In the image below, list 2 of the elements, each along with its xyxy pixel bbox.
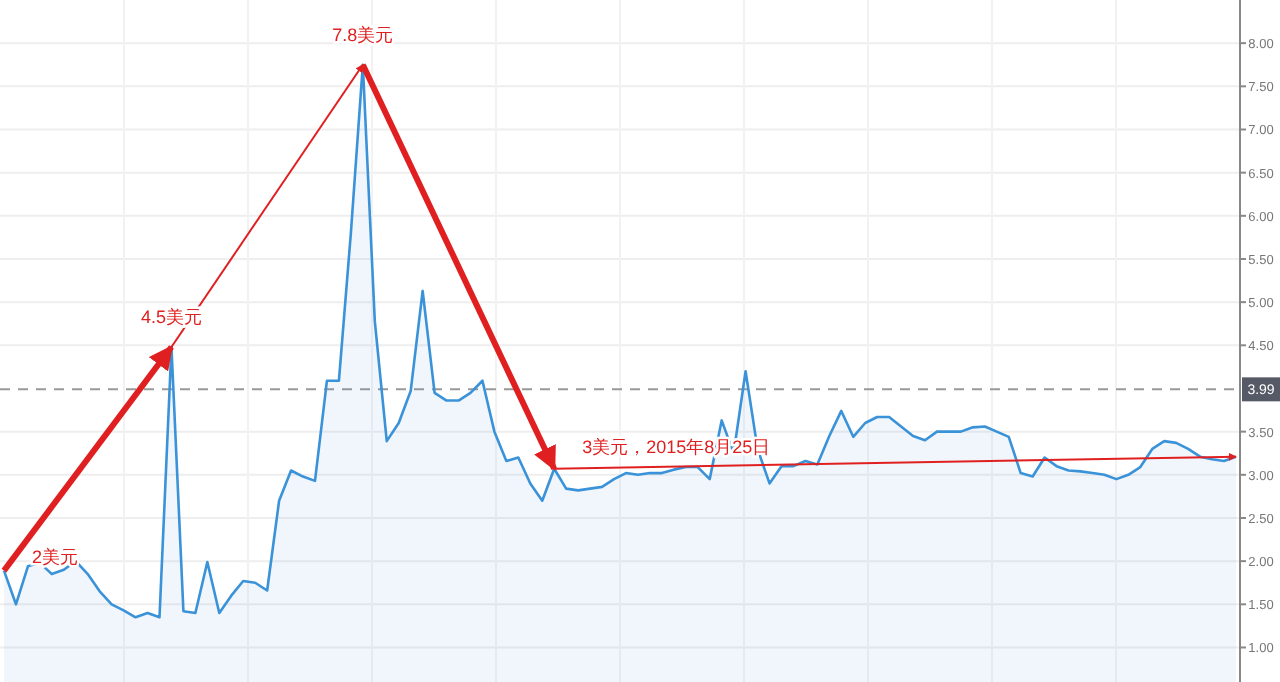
annotation: 2美元 — [32, 546, 79, 567]
annotation: 7.8美元 — [332, 24, 394, 45]
